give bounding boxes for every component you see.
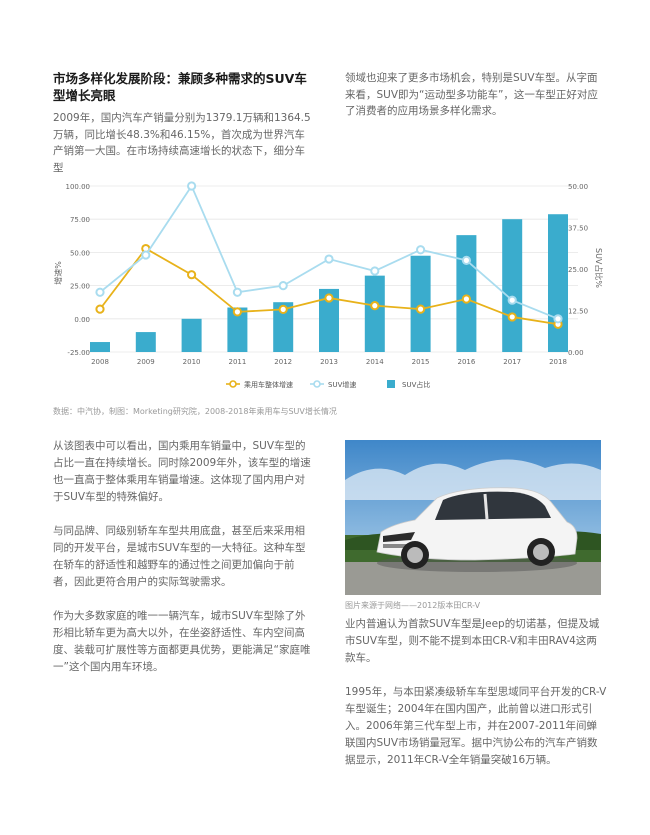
data-point — [278, 304, 288, 314]
y-left-tick-label: 75.00 — [70, 216, 90, 224]
paragraph: 业内普遍认为首款SUV车型是Jeep的切诺基，但提及城市SUV车型，则不能不提到… — [345, 618, 600, 664]
y-left-tick-label: 50.00 — [70, 249, 90, 257]
data-point — [187, 181, 197, 191]
data-point — [507, 295, 517, 305]
legend-label: 乘用车整体增速 — [244, 380, 293, 389]
data-point — [232, 307, 242, 317]
chart-tick-labels: 100.00 75.00 50.00 25.00 0.00 -25.00 50.00 37.5… — [66, 183, 589, 366]
data-point — [324, 254, 334, 264]
data-point — [187, 270, 197, 280]
data-point — [553, 314, 563, 324]
y-left-tick-label: 100.00 — [66, 183, 91, 191]
photo-caption: 图片来源于网络——2012版本田CR-V — [345, 601, 481, 610]
x-tick-label: 2010 — [183, 358, 201, 366]
paragraph: 作为大多数家庭的唯一一辆汽车，城市SUV车型除了外形相比轿车更为高大以外，在坐姿… — [53, 610, 311, 673]
legend-swatch — [387, 380, 395, 388]
data-point — [416, 304, 426, 314]
x-tick-label: 2016 — [457, 358, 475, 366]
body-text-right: 业内普遍认为首款SUV车型是Jeep的切诺基，但提及城市SUV车型，则不能不提到… — [345, 616, 607, 786]
x-tick-label: 2009 — [137, 358, 155, 366]
legend-label: SUV增速 — [328, 380, 356, 389]
y-axis-right-label: SUV占比% — [594, 248, 604, 288]
legend-swatch-marker — [229, 380, 237, 388]
y-right-tick-label: 0.00 — [568, 349, 584, 357]
bar-suv-share — [456, 235, 477, 352]
bar-suv-share — [181, 318, 202, 352]
x-tick-label: 2013 — [320, 358, 338, 366]
y-axis-left-label: 增速% — [53, 261, 63, 285]
bar-suv-share — [364, 275, 385, 352]
y-right-tick-label: 12.50 — [568, 308, 588, 316]
data-point — [232, 287, 242, 297]
x-tick-label: 2017 — [503, 358, 521, 366]
data-point — [416, 245, 426, 255]
y-right-tick-label: 25.00 — [568, 266, 588, 274]
y-left-tick-label: 25.00 — [70, 283, 90, 291]
car-photo — [345, 440, 601, 595]
data-point — [370, 301, 380, 311]
x-tick-label: 2008 — [91, 358, 109, 366]
chart-legend: 乘用车整体增速 SUV增速 SUV占比 — [226, 380, 430, 389]
y-right-tick-label: 50.00 — [568, 183, 588, 191]
data-point — [95, 287, 105, 297]
legend-label: SUV占比 — [402, 380, 430, 389]
x-tick-label: 2012 — [274, 358, 292, 366]
x-tick-label: 2015 — [412, 358, 430, 366]
x-tick-label: 2011 — [228, 358, 246, 366]
data-point — [141, 250, 151, 260]
body-text-left: 从该图表中可以看出，国内乘用车销量中，SUV车型的占比一直在持续增长。同时除20… — [53, 438, 315, 693]
legend-swatch-marker — [313, 380, 321, 388]
bar-suv-share — [227, 307, 248, 352]
data-point — [507, 312, 517, 322]
data-point — [278, 281, 288, 291]
data-point — [95, 304, 105, 314]
data-point — [461, 255, 471, 265]
y-left-tick-label: -25.00 — [67, 349, 90, 357]
data-point — [370, 266, 380, 276]
x-tick-label: 2014 — [366, 358, 384, 366]
data-point — [324, 293, 334, 303]
line-series — [95, 181, 563, 329]
bar-suv-share — [548, 214, 568, 352]
y-left-tick-label: 0.00 — [74, 316, 90, 324]
bar-suv-share — [90, 342, 110, 352]
section-heading: 市场多样化发展阶段：兼顾多种需求的SUV车型增长亮眼 — [53, 71, 307, 103]
bar-suv-share — [273, 302, 294, 352]
bar-suv-share — [319, 288, 339, 352]
intro-paragraph-right: 领域也迎来了更多市场机会，特别是SUV车型。从字面来看，SUV即为“运动型多功能… — [345, 72, 598, 117]
paragraph: 1995年，与本田紧凑级轿车车型思域同平台开发的CR-V车型诞生；2004年在国… — [345, 686, 607, 766]
x-tick-label: 2018 — [549, 358, 567, 366]
paragraph: 从该图表中可以看出，国内乘用车销量中，SUV车型的占比一直在持续增长。同时除20… — [53, 440, 311, 503]
intro-paragraph-left: 2009年，国内汽车产销量分别为1379.1万辆和1364.5万辆，同比增长48… — [53, 112, 311, 174]
bar-suv-share — [135, 332, 156, 352]
bar-suv-share — [502, 219, 523, 352]
paragraph: 与同品牌、同级别轿车车型共用底盘，甚至后来采用相同的开发平台，是城市SUV车型的… — [53, 525, 306, 588]
chart-caption: 数据：中汽协，制图：Morketing研究院，2008-2018年乘用车与SUV… — [53, 407, 337, 416]
bar-series-suv-share — [90, 214, 568, 352]
data-point — [461, 294, 471, 304]
y-right-tick-label: 37.50 — [568, 225, 588, 233]
bar-suv-share — [410, 255, 431, 352]
growth-chart: 100.00 75.00 50.00 25.00 0.00 -25.00 50.00 37.5… — [53, 181, 604, 389]
